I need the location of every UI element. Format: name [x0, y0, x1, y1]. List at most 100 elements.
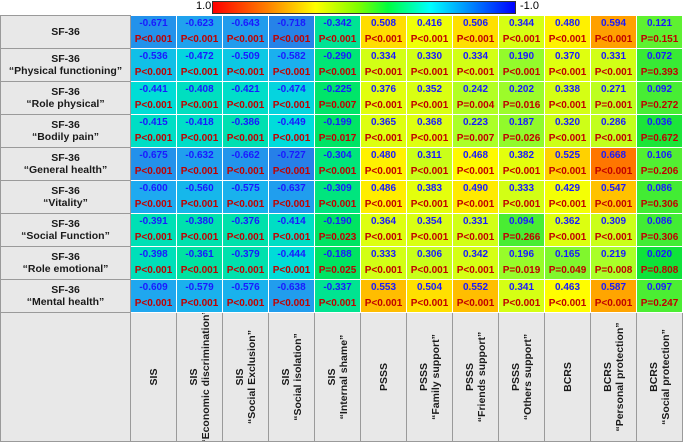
correlation-value: 0.331 [462, 216, 489, 227]
p-value: P<0.001 [180, 166, 219, 177]
row-label-scale: SF-36 [51, 119, 80, 131]
correlation-value: 0.092 [646, 84, 673, 95]
correlation-value: 0.121 [646, 18, 673, 29]
p-value: P<0.001 [272, 67, 311, 78]
p-value: P<0.001 [134, 199, 173, 210]
correlation-value: -0.643 [231, 18, 260, 29]
column-label-scale: SIS [325, 368, 338, 386]
heatmap-cell: -0.398 P<0.001 [130, 246, 177, 280]
correlation-value: -0.576 [231, 282, 260, 293]
column-label-text: BCRS “Personal protection” [602, 322, 626, 431]
correlation-value: 0.365 [370, 117, 397, 128]
heatmap-cell: 0.594 P<0.001 [590, 15, 637, 49]
p-value: P<0.001 [456, 34, 495, 45]
p-value: P<0.001 [410, 199, 449, 210]
heatmap-cell: -0.449 P<0.001 [268, 114, 315, 148]
column-header-row: SIS SIS “Economic discrimination” SIS “Socia… [0, 312, 683, 442]
column-label: BCRS [544, 312, 591, 442]
heatmap-cell: -0.361 P<0.001 [176, 246, 223, 280]
correlation-heatmap: SF-36 -0.671 P<0.001 -0.623 P<0.001 -0.643 P<0… [0, 15, 683, 442]
heatmap-cell: -0.380 P<0.001 [176, 213, 223, 247]
heatmap-cell: -0.188 P=0.025 [314, 246, 361, 280]
p-value: P=0.266 [502, 232, 541, 243]
heatmap-cell: 0.553 P<0.001 [360, 279, 407, 313]
p-value: P<0.001 [410, 298, 449, 309]
correlation-value: -0.632 [185, 150, 214, 161]
p-value: P<0.001 [502, 34, 541, 45]
correlation-value: -0.637 [277, 183, 306, 194]
row-label-scale: SF-36 [51, 185, 80, 197]
column-label-text: BCRS [562, 362, 574, 392]
p-value: P<0.001 [180, 67, 219, 78]
correlation-value: 0.364 [370, 216, 397, 227]
correlation-value: 0.271 [600, 84, 627, 95]
column-label: SIS “Internal shame” [314, 312, 361, 442]
heatmap-cell: 0.525 P<0.001 [544, 147, 591, 181]
row-label: SF-36 “Mental health” [0, 279, 131, 313]
correlation-value: 0.020 [646, 249, 673, 260]
correlation-value: 0.354 [416, 216, 443, 227]
heatmap-cell: 0.223 P=0.007 [452, 114, 499, 148]
correlation-value: -0.290 [323, 51, 352, 62]
heatmap-cell: -0.582 P<0.001 [268, 48, 315, 82]
correlation-value: -0.190 [323, 216, 352, 227]
correlation-value: 0.382 [508, 150, 535, 161]
heatmap-cell: -0.638 P<0.001 [268, 279, 315, 313]
p-value: P<0.001 [272, 199, 311, 210]
heatmap-cell: -0.376 P<0.001 [222, 213, 269, 247]
column-label-text: SIS “Social isolation” [280, 333, 304, 421]
correlation-value: 0.334 [370, 51, 397, 62]
correlation-value: -0.675 [139, 150, 168, 161]
correlation-value: 0.668 [600, 150, 627, 161]
p-value: P<0.001 [410, 166, 449, 177]
correlation-value: -0.342 [323, 18, 352, 29]
correlation-value: -0.337 [323, 282, 352, 293]
p-value: P<0.001 [134, 298, 173, 309]
heatmap-row: SF-36 “Mental health” -0.609 P<0.001 -0.579 P… [0, 279, 683, 313]
heatmap-cell: 0.480 P<0.001 [544, 15, 591, 49]
heatmap-cell: 0.020 P=0.808 [636, 246, 683, 280]
heatmap-cell: -0.337 P<0.001 [314, 279, 361, 313]
heatmap-cell: 0.376 P<0.001 [360, 81, 407, 115]
heatmap-cell: -0.379 P<0.001 [222, 246, 269, 280]
correlation-value: 0.486 [370, 183, 397, 194]
heatmap-cell: -0.623 P<0.001 [176, 15, 223, 49]
heatmap-cell: 0.190 P<0.001 [498, 48, 545, 82]
heatmap-cell: 0.668 P<0.001 [590, 147, 637, 181]
heatmap-cell: 0.547 P<0.001 [590, 180, 637, 214]
p-value: P<0.001 [226, 34, 265, 45]
row-label-scale: SF-36 [51, 53, 80, 65]
row-label-scale: SF-36 [51, 284, 80, 296]
correlation-value: 0.587 [600, 282, 627, 293]
p-value: P<0.001 [548, 199, 587, 210]
column-label-text: PSSS “Friends support” [464, 332, 488, 422]
correlation-value: -0.582 [277, 51, 306, 62]
correlation-value: 0.383 [416, 183, 443, 194]
correlation-value: 0.341 [508, 282, 535, 293]
p-value: P<0.001 [272, 298, 311, 309]
correlation-value: 0.463 [554, 282, 581, 293]
legend-color-bar [212, 1, 516, 14]
heatmap-cell: 0.106 P=0.206 [636, 147, 683, 181]
p-value: P<0.001 [456, 232, 495, 243]
correlation-value: -0.391 [139, 216, 168, 227]
heatmap-cell: -0.560 P<0.001 [176, 180, 223, 214]
p-value: P<0.001 [364, 298, 403, 309]
p-value: P=0.049 [548, 265, 587, 276]
row-label: SF-36 “Role emotional” [0, 246, 131, 280]
heatmap-cell: -0.444 P<0.001 [268, 246, 315, 280]
p-value: P<0.001 [594, 166, 633, 177]
p-value: P=0.016 [502, 100, 541, 111]
row-label-subscale: “General health” [23, 164, 108, 176]
correlation-value: -0.414 [277, 216, 306, 227]
p-value: P<0.001 [134, 34, 173, 45]
heatmap-cell: 0.334 P<0.001 [452, 48, 499, 82]
heatmap-cell: -0.509 P<0.001 [222, 48, 269, 82]
p-value: P<0.001 [226, 265, 265, 276]
row-label-subscale: “Role physical” [26, 98, 105, 110]
row-label: SF-36 “Vitality” [0, 180, 131, 214]
heatmap-cell: 0.330 P<0.001 [406, 48, 453, 82]
heatmap-cell: -0.643 P<0.001 [222, 15, 269, 49]
heatmap-cell: -0.342 P<0.001 [314, 15, 361, 49]
p-value: P<0.001 [364, 67, 403, 78]
